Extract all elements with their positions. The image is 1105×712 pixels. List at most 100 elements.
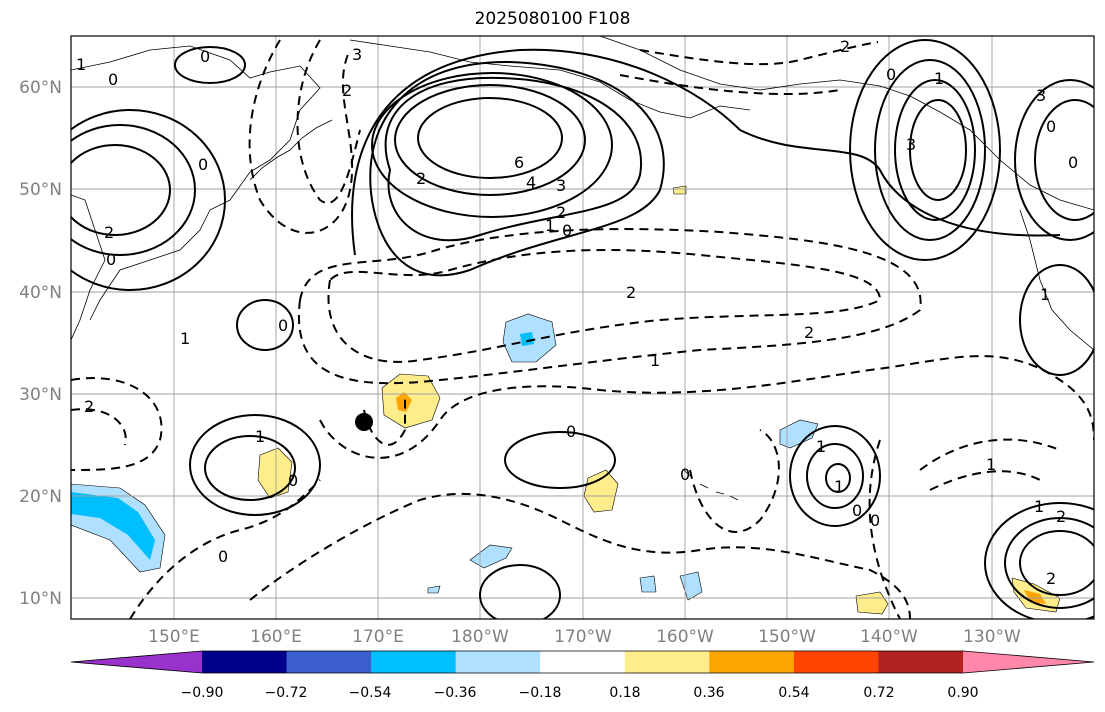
coast-hawaii <box>683 469 739 501</box>
longitude-label: 170°W <box>554 627 612 647</box>
coast-north-america <box>1019 209 1094 351</box>
colorbar-outline <box>70 650 1095 674</box>
colorbar-extend-min <box>71 651 202 673</box>
contour-label: 0 <box>566 422 576 441</box>
colorbar-tick-label: 0.90 <box>947 685 978 701</box>
contour-high-east-0 <box>849 39 1001 261</box>
latitude-label: 60°N <box>19 78 62 98</box>
contour-trough-main-1 <box>297 228 922 385</box>
colorbar-tick-labels: −0.90 −0.72 −0.54 −0.36 −0.18 0.18 0.36 … <box>181 685 979 701</box>
longitude-axis: 150°E 160°E 170°E 180°W 170°W 160°W 150°… <box>148 627 1021 647</box>
contour-high-north-pacific-1 <box>369 60 665 277</box>
shade-negative-160W-b <box>679 571 703 601</box>
contour-high-north-pacific-6 <box>417 97 563 179</box>
contour-label: 0 <box>1068 153 1078 172</box>
contour-north-central-2 <box>639 41 879 66</box>
contour-label: 2 <box>84 397 94 416</box>
contour-high-west-1 <box>71 124 196 256</box>
contour-high-west-2 <box>71 144 171 236</box>
contour-west-2 <box>71 408 127 446</box>
contour-label: 0 <box>106 250 116 269</box>
contour-label: 3 <box>1036 86 1046 105</box>
colorbar-segment <box>202 651 288 673</box>
contour-label: 0 <box>278 316 288 335</box>
coastlines <box>71 36 1094 501</box>
shade-positive-162W <box>583 469 619 513</box>
shade-positive-145W <box>855 591 889 615</box>
contour-east-coast-1 <box>1019 264 1094 376</box>
colorbar-extend-max <box>963 651 1094 673</box>
coast-kamchatka-siberia <box>71 45 321 321</box>
contour-label: 0 <box>200 47 210 66</box>
contour-high-far-east-2 <box>1034 99 1094 221</box>
contour-high-145W-1 <box>806 443 864 509</box>
contour-label: 0 <box>886 65 896 84</box>
contour-label: 2 <box>556 203 566 222</box>
colorbar-segment <box>371 651 457 673</box>
contour-small-zero-165E <box>236 299 294 351</box>
colorbar-tick-label: 0.36 <box>693 685 724 701</box>
contour-high-far-west-0 <box>174 46 246 84</box>
contour-label: 0 <box>218 547 228 566</box>
contour-zero-north-pacific <box>351 48 1061 256</box>
shade-negative-160W-a <box>639 575 657 593</box>
contour-high-172W-0 <box>479 564 561 619</box>
contour-high-east-2 <box>894 79 976 221</box>
shade-negative-147W <box>779 419 819 449</box>
contour-label: 0 <box>852 501 862 520</box>
contour-label: 2 <box>626 283 636 302</box>
contour-label: 0 <box>680 465 690 484</box>
contour-trough-south-0 <box>249 492 911 619</box>
contour-label: 2 <box>1046 569 1056 588</box>
longitude-label: 160°W <box>656 627 714 647</box>
latitude-label: 50°N <box>19 180 62 200</box>
shade-negative-180 <box>427 585 441 594</box>
contour-label: 1 <box>545 216 555 235</box>
contour-labels: 0 3 2 1 0 2 6 4 3 2 1 0 0 0 3 0 3 1 2 0 … <box>76 37 1078 588</box>
latitude-label: 30°N <box>19 385 62 405</box>
contour-label: 0 <box>108 70 118 89</box>
contour-high-east-3 <box>909 99 967 201</box>
longitude-label: 150°W <box>758 627 816 647</box>
colorbar-tick-label: 0.72 <box>863 685 894 701</box>
dashed-contours <box>71 39 1094 619</box>
colorbar-tick-label: −0.18 <box>519 685 562 701</box>
contour-trough-main-2 <box>327 249 882 363</box>
contour-label: 2 <box>342 81 352 100</box>
colorbar-segment <box>878 651 964 673</box>
contour-north-trough-2 <box>296 39 361 204</box>
colorbar-segment <box>540 651 626 673</box>
contour-label: 3 <box>906 135 916 154</box>
contour-high-145W-2 <box>825 463 851 493</box>
colorbar-tick-label: −0.72 <box>265 685 308 701</box>
latitude-label: 10°N <box>19 589 62 609</box>
contour-high-far-east-1 <box>1014 79 1094 241</box>
coast-kurils <box>249 119 333 181</box>
colorbar <box>70 650 1095 674</box>
contour-west-1 <box>71 377 163 471</box>
contour-high-north-pacific-3 <box>371 72 613 218</box>
contour-high-160E-0 <box>189 414 321 516</box>
longitude-label: 180°W <box>451 627 509 647</box>
contour-label: 1 <box>934 69 944 88</box>
longitude-label: 150°E <box>148 627 200 647</box>
latitude-label: 20°N <box>19 487 62 507</box>
contour-high-125W-2 <box>1019 530 1094 596</box>
contour-mid-0 <box>689 429 780 533</box>
latitude-label: 40°N <box>19 283 62 303</box>
shade-positive-160E <box>257 447 293 499</box>
contour-label: 2 <box>416 169 426 188</box>
latitude-axis: 10°N 20°N 30°N 40°N 50°N 60°N <box>19 78 62 609</box>
map-title: 2025080100 F108 <box>474 9 631 29</box>
longitude-label: 130°W <box>963 627 1021 647</box>
contour-label: 1 <box>1034 497 1044 516</box>
colorbar-tick-label: 0.18 <box>609 685 640 701</box>
contour-label: 1 <box>650 351 660 370</box>
shade-west-strong-negative <box>71 492 155 560</box>
contour-north-central-1 <box>619 74 841 96</box>
colorbar-tick-label: −0.54 <box>349 685 392 701</box>
disturbance-axis <box>363 395 406 446</box>
contour-high-north-pacific-4 <box>394 84 586 196</box>
contour-north-trough-1 <box>248 39 354 234</box>
